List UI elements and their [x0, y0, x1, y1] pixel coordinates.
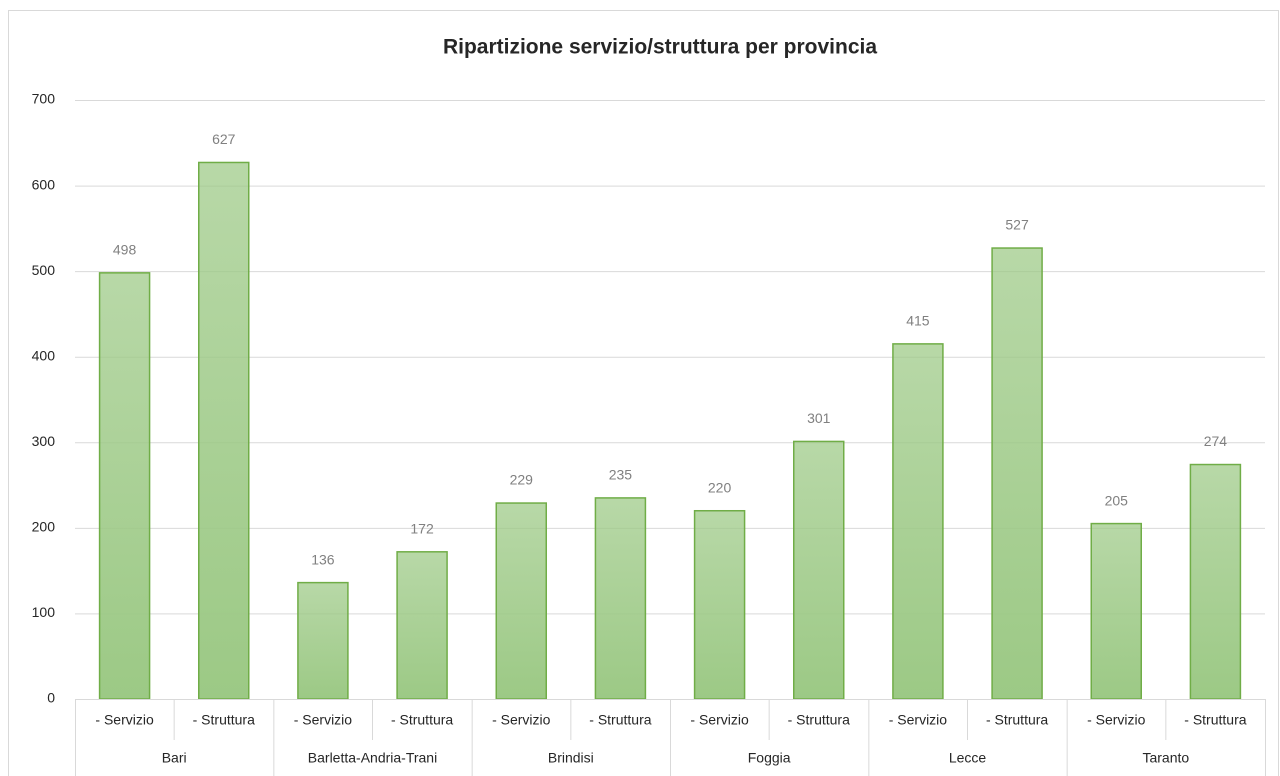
bar [396, 551, 448, 700]
x-tick-label: - Servizio [294, 712, 353, 728]
x-tick-label: - Struttura [788, 712, 850, 728]
data-label: 527 [1005, 217, 1029, 233]
bar [98, 272, 151, 700]
group-label: Barletta-Andria-Trani [308, 750, 437, 766]
bar [198, 161, 250, 700]
x-tick-label: - Servizio [1087, 712, 1146, 728]
x-tick-label: - Servizio [889, 712, 948, 728]
data-label: 136 [311, 551, 335, 567]
y-tick-label: 400 [32, 347, 56, 363]
group-label: Foggia [748, 750, 791, 766]
data-label: 220 [708, 479, 732, 495]
bar [594, 497, 647, 700]
bar [693, 509, 746, 700]
y-tick-label: 100 [32, 604, 56, 620]
data-label: 172 [410, 521, 434, 537]
x-tick-label: - Struttura [986, 712, 1048, 728]
bar [1090, 522, 1142, 700]
y-tick-label: 600 [32, 176, 56, 192]
x-tick-label: - Struttura [193, 712, 255, 728]
data-label: 301 [807, 410, 831, 426]
data-label: 627 [212, 131, 236, 147]
data-label: 274 [1204, 433, 1228, 449]
chart-border [8, 10, 1279, 776]
data-label: 205 [1105, 492, 1129, 508]
x-tick-label: - Servizio [95, 712, 154, 728]
data-label: 235 [609, 467, 633, 483]
group-label: Taranto [1142, 750, 1189, 766]
y-tick-label: 0 [47, 690, 55, 706]
y-tick-label: 500 [32, 262, 56, 278]
bar [297, 581, 349, 700]
y-tick-label: 300 [32, 433, 56, 449]
x-tick-label: - Struttura [1184, 712, 1246, 728]
x-tick-label: - Struttura [391, 712, 453, 728]
bar [793, 440, 845, 700]
chart-title: Ripartizione servizio/struttura per prov… [443, 36, 877, 59]
x-tick-label: - Struttura [589, 712, 651, 728]
group-label: Lecce [949, 750, 987, 766]
group-label: Brindisi [548, 750, 594, 766]
bar [495, 502, 547, 700]
bar [991, 247, 1043, 700]
y-tick-label: 200 [32, 519, 56, 535]
x-tick-label: - Servizio [492, 712, 551, 728]
data-label: 498 [113, 242, 137, 258]
x-tick-label: - Servizio [690, 712, 749, 728]
y-tick-label: 700 [32, 91, 56, 107]
data-label: 229 [510, 472, 534, 488]
group-label: Bari [162, 750, 187, 766]
data-label: 415 [906, 313, 930, 329]
bar [892, 343, 944, 700]
bar [1189, 463, 1242, 700]
